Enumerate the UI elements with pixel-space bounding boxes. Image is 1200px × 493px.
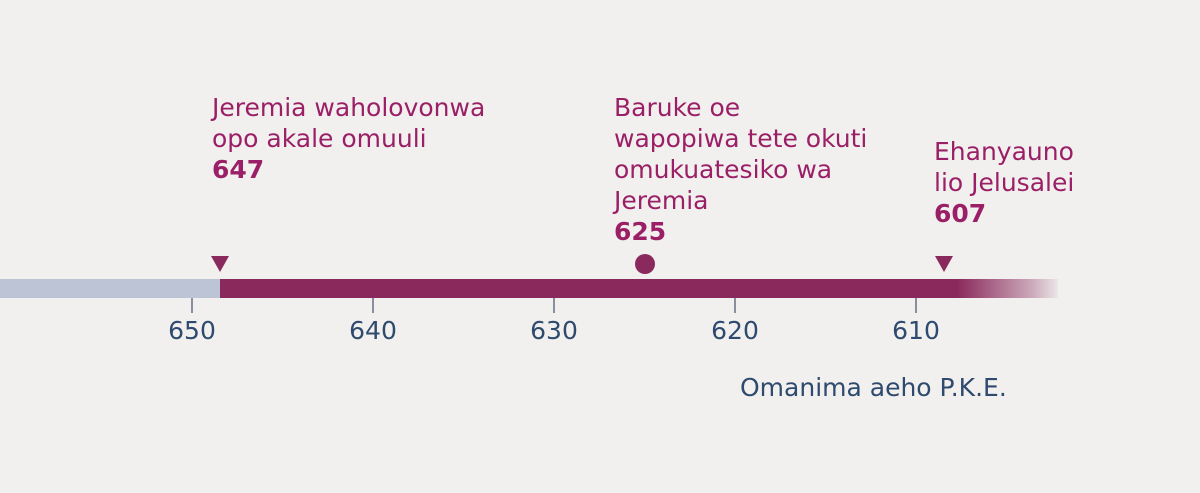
tick-label: 650 xyxy=(168,316,216,345)
event-triangle-marker-icon xyxy=(211,256,229,272)
axis-caption: Omanima aeho P.K.E. xyxy=(740,373,1007,402)
event-baruch-mentioned: Baruke oe wapopiwa tete okuti omukuatesi… xyxy=(614,92,867,247)
tick-label: 620 xyxy=(711,316,759,345)
tick-mark xyxy=(191,298,193,313)
event-dot-marker-icon xyxy=(635,254,655,274)
event-year: 625 xyxy=(614,217,667,246)
timeline-bar-main xyxy=(220,279,1058,298)
tick-label: 610 xyxy=(892,316,940,345)
event-jeremiah-appointed: Jeremia waholovonwa opo akale omuuli 647 xyxy=(212,92,485,185)
tick-label: 640 xyxy=(349,316,397,345)
event-triangle-marker-icon xyxy=(935,256,953,272)
tick-label: 630 xyxy=(530,316,578,345)
tick-mark xyxy=(372,298,374,313)
tick-mark xyxy=(734,298,736,313)
event-desc-line: Ehanyauno xyxy=(934,137,1074,166)
event-desc-line: Jeremia waholovonwa xyxy=(212,93,486,122)
tick-mark xyxy=(915,298,917,313)
event-desc-line: omukuatesiko wa xyxy=(614,155,833,184)
timeline-bar-past xyxy=(0,279,220,298)
event-desc-line: wapopiwa tete okuti xyxy=(614,124,868,153)
event-desc-line: Jeremia xyxy=(614,186,709,215)
event-desc-line: opo akale omuuli xyxy=(212,124,427,153)
event-jerusalem-destroyed: Ehanyauno lio Jelusalei 607 xyxy=(934,136,1074,229)
event-year: 647 xyxy=(212,155,265,184)
event-desc-line: lio Jelusalei xyxy=(934,168,1075,197)
event-desc-line: Baruke oe xyxy=(614,93,741,122)
tick-mark xyxy=(553,298,555,313)
event-year: 607 xyxy=(934,199,987,228)
